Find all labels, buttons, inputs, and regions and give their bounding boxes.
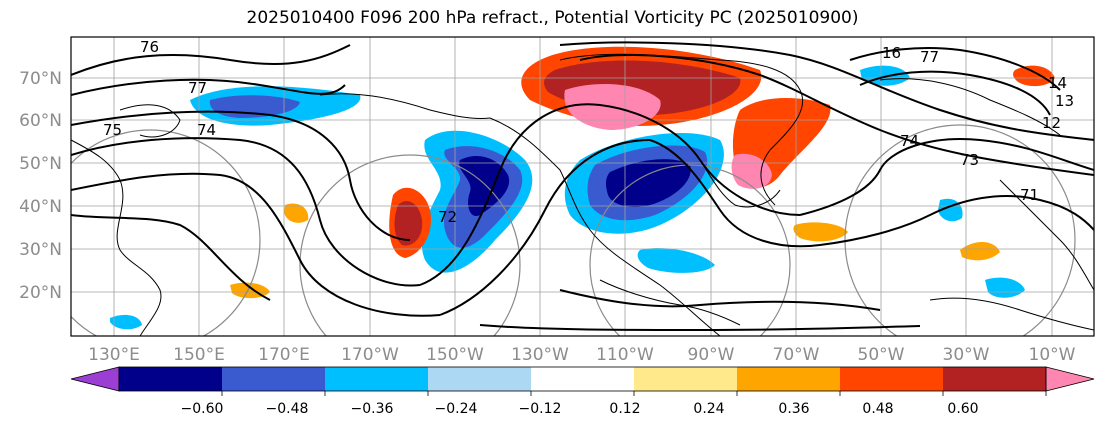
contour-label: 13: [1055, 92, 1074, 110]
map-frame: [70, 36, 1095, 337]
colorbar-tick-label: 0.36: [778, 401, 809, 417]
colorbar-segment: [119, 367, 222, 391]
lon-label: 150°W: [426, 345, 484, 365]
colorbar-extend-high: [1045, 366, 1095, 392]
contour-label: 75: [103, 121, 122, 139]
lat-label: 40°N: [19, 197, 62, 217]
contour-label: 77: [920, 48, 939, 66]
colorbar-tick-label: −0.36: [351, 401, 394, 417]
colorbar-segment: [222, 367, 325, 391]
contour-label: 77: [188, 79, 207, 97]
colorbar-tick-label: −0.24: [435, 401, 478, 417]
contour-label: 72: [438, 208, 457, 226]
lon-label: 130°E: [88, 345, 140, 365]
lat-label: 30°N: [19, 240, 62, 260]
colorbar-tick-label: −0.48: [266, 401, 309, 417]
colorbar-segment: [325, 367, 428, 391]
lon-label: 130°W: [511, 345, 569, 365]
colorbar: [70, 366, 1095, 396]
height-contours: [71, 41, 1094, 332]
lat-label: 50°N: [19, 154, 62, 174]
lon-label: 170°E: [258, 345, 310, 365]
great-circles: [71, 124, 1076, 336]
lon-label: 170°W: [341, 345, 399, 365]
colorbar-segment: [840, 367, 943, 391]
contour-label: 12: [1042, 114, 1061, 132]
lat-label: 70°N: [19, 69, 62, 89]
colorbar-segment: [943, 367, 1046, 391]
colorbar-segment: [737, 367, 840, 391]
lon-label: 90°W: [688, 345, 735, 365]
colorbar-tick-label: 0.24: [693, 401, 724, 417]
contour-label: 73: [960, 151, 979, 169]
lon-label: 110°W: [596, 345, 654, 365]
colorbar-tick-label: 0.60: [947, 401, 978, 417]
lat-label: 60°N: [19, 111, 62, 131]
contour-label: 14: [1048, 74, 1067, 92]
colorbar-tick-label: 0.12: [609, 401, 640, 417]
contour-label: 76: [140, 38, 159, 56]
colorbar-segment: [531, 367, 634, 391]
lon-label: 10°W: [1029, 345, 1076, 365]
contour-label: 74: [197, 121, 216, 139]
colorbar-extend-low: [70, 366, 120, 392]
colorbar-tick-label: −0.60: [181, 401, 224, 417]
colorbar-segment: [428, 367, 531, 391]
map-title: 2025010400 F096 200 hPa refract., Potent…: [246, 8, 859, 28]
lon-label: 50°W: [858, 345, 905, 365]
colorbar-ticks: −0.60 −0.48 −0.36 −0.24 −0.12 0.12 0.24 …: [181, 401, 979, 417]
contour-label: 16: [882, 44, 901, 62]
longitude-labels: 130°E 150°E 170°E 170°W 150°W 130°W 110°…: [88, 345, 1076, 365]
colorbar-outline: [118, 366, 1047, 392]
contour-label: 74: [900, 132, 919, 150]
colorbar-tick-label: 0.48: [862, 401, 893, 417]
latitude-labels: 70°N 60°N 50°N 40°N 30°N 20°N: [19, 69, 62, 303]
colorbar-tick-label: −0.12: [519, 401, 562, 417]
lon-label: 30°W: [943, 345, 990, 365]
map-content: [71, 37, 1094, 336]
lon-label: 70°W: [773, 345, 820, 365]
contour-labels: 76 77 75 74 73 72 71 16 14 13 12 77 74: [103, 38, 1074, 226]
lat-label: 20°N: [19, 283, 62, 303]
lon-label: 150°E: [173, 345, 225, 365]
contour-label: 71: [1020, 186, 1039, 204]
colorbar-segment: [634, 367, 737, 391]
